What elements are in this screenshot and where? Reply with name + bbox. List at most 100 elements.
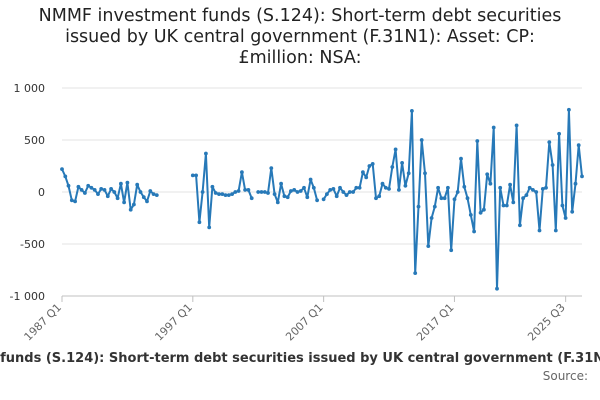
data-point <box>452 197 457 202</box>
data-point <box>524 193 529 198</box>
data-point <box>491 125 496 130</box>
data-point <box>544 185 548 190</box>
data-point <box>207 225 212 230</box>
data-point <box>240 170 244 175</box>
data-point <box>302 185 306 190</box>
x-tick-label: 1987 Q1 <box>22 301 65 344</box>
data-point <box>347 190 352 194</box>
data-point <box>455 190 460 194</box>
data-point <box>462 184 467 189</box>
data-point <box>511 200 516 205</box>
data-point <box>69 198 74 203</box>
data-point <box>478 210 483 215</box>
data-point <box>576 143 581 148</box>
data-point <box>553 228 558 233</box>
data-point <box>514 123 519 128</box>
data-point <box>321 197 326 202</box>
data-point <box>341 190 346 194</box>
axes <box>61 295 582 302</box>
series-line-segment <box>322 108 583 290</box>
data-point <box>308 177 313 182</box>
data-point <box>194 173 199 178</box>
data-point <box>364 175 369 180</box>
legend-item-label[interactable]: NMMF investment funds (S.124): Short-ter… <box>0 351 600 366</box>
data-point <box>338 185 342 190</box>
data-point <box>269 166 274 171</box>
data-point <box>557 131 561 136</box>
x-tick-label: 2017 Q1 <box>414 301 457 344</box>
data-point <box>367 164 372 168</box>
chart-title-line-2: issued by UK central government (F.31N1)… <box>65 27 535 47</box>
data-point <box>292 188 297 192</box>
data-point <box>534 190 539 194</box>
data-point <box>361 170 365 175</box>
data-point <box>105 194 110 199</box>
data-point <box>518 223 522 228</box>
data-point <box>200 190 205 194</box>
data-point <box>220 192 225 197</box>
data-point <box>285 195 290 200</box>
data-point <box>272 192 277 197</box>
data-point <box>413 271 418 275</box>
data-point <box>370 162 375 166</box>
data-point <box>266 191 270 195</box>
data-point <box>390 165 395 169</box>
data-point <box>190 173 195 178</box>
data-point <box>449 248 454 253</box>
data-point <box>547 140 552 145</box>
data-point <box>256 190 261 194</box>
data-point <box>63 174 68 179</box>
data-point <box>406 171 411 176</box>
data-point <box>279 181 283 186</box>
chart-title: NMMF investment funds (S.124): Short-ter… <box>0 6 600 69</box>
data-point <box>197 220 202 225</box>
data-point <box>344 193 349 198</box>
data-point <box>573 181 578 186</box>
data-point <box>560 203 565 208</box>
data-point <box>289 189 293 193</box>
data-point <box>115 196 120 201</box>
y-tick-label: 1 000 <box>14 82 46 95</box>
legend[interactable]: NMMF investment funds (S.124): Short-ter… <box>0 351 600 369</box>
data-point <box>223 193 228 198</box>
x-tick-label: 2025 Q3 <box>525 301 568 344</box>
data-point <box>377 194 382 199</box>
data-point <box>92 188 97 192</box>
data-point <box>465 196 470 201</box>
y-tick-label: -1 000 <box>10 290 45 303</box>
data-point <box>570 209 575 214</box>
data-point <box>102 188 107 192</box>
data-point <box>86 183 91 188</box>
data-point <box>380 181 385 186</box>
data-point <box>325 192 329 197</box>
data-point <box>472 229 476 234</box>
data-point <box>132 202 136 207</box>
data-point <box>246 188 251 192</box>
data-point <box>488 181 493 186</box>
data-point <box>357 185 362 190</box>
data-point <box>226 193 231 198</box>
data-point <box>400 161 404 165</box>
data-point <box>236 189 241 193</box>
data-point <box>436 185 440 190</box>
data-point <box>122 200 126 205</box>
data-point <box>383 185 388 190</box>
data-point <box>331 187 336 191</box>
data-point <box>213 191 218 195</box>
data-point <box>109 187 113 191</box>
data-point <box>282 194 287 199</box>
x-tick-label: 2007 Q1 <box>283 301 326 344</box>
data-point <box>351 190 355 194</box>
data-point <box>259 190 264 194</box>
data-point <box>540 187 545 191</box>
data-point <box>439 196 444 201</box>
data-point <box>563 216 568 220</box>
data-point <box>145 199 149 204</box>
data-point <box>275 200 280 205</box>
data-point <box>485 172 490 177</box>
data-point <box>141 195 146 200</box>
data-point <box>243 188 248 192</box>
data-point <box>459 156 463 161</box>
data-point <box>119 181 123 186</box>
